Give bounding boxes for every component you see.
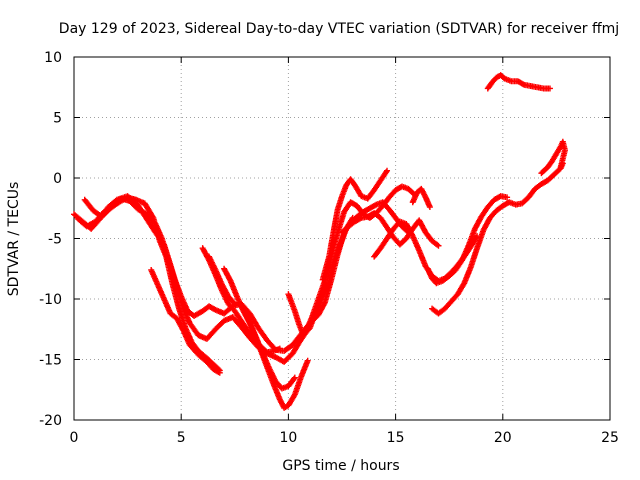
data-point — [557, 164, 564, 171]
x-tick-label: 20 — [494, 430, 512, 446]
y-tick-label: -20 — [39, 413, 62, 429]
data-point — [231, 300, 238, 307]
data-point — [546, 85, 553, 92]
chart-title: Day 129 of 2023, Sidereal Day-to-day VTE… — [59, 21, 619, 37]
data-point — [426, 204, 433, 211]
series-13 — [409, 185, 433, 211]
data-point — [215, 369, 222, 376]
data-point — [349, 214, 356, 221]
axis-ticks: 0 5 10 15 20 25 -20 -15 -10 -5 0 5 10 — [39, 50, 619, 446]
series-6 — [206, 253, 238, 307]
series-9 — [285, 214, 356, 339]
y-tick-label: 10 — [44, 50, 62, 66]
x-tick-label: 5 — [177, 430, 186, 446]
y-tick-label: 0 — [53, 171, 62, 187]
data-point — [504, 194, 511, 201]
y-tick-label: -5 — [48, 232, 62, 248]
data-marks — [71, 72, 568, 411]
series-8 — [238, 302, 311, 411]
data-point — [519, 81, 526, 88]
data-point — [230, 299, 237, 306]
data-point — [435, 242, 442, 249]
series-4 — [148, 266, 223, 376]
series-15 — [429, 160, 566, 317]
series-16 — [484, 72, 553, 92]
series-3 — [81, 194, 223, 374]
data-point — [434, 241, 441, 248]
data-point — [276, 345, 283, 352]
data-point — [290, 375, 297, 382]
data-point — [304, 357, 311, 364]
y-tick-label: -15 — [39, 353, 62, 369]
data-point — [216, 369, 223, 376]
y-tick-label: 5 — [53, 111, 62, 127]
series-14 — [424, 193, 511, 287]
x-tick-label: 10 — [279, 430, 297, 446]
x-tick-label: 15 — [387, 430, 405, 446]
y-axis-label: SDTVAR / TECUs — [6, 182, 22, 297]
x-axis-label: GPS time / hours — [282, 458, 399, 474]
series-11 — [339, 210, 442, 249]
x-tick-label: 0 — [70, 430, 79, 446]
data-point — [291, 374, 298, 381]
data-point — [357, 215, 364, 222]
series-10 — [319, 167, 391, 283]
x-tick-label: 25 — [601, 430, 619, 446]
y-tick-label: -10 — [39, 292, 62, 308]
series-17 — [538, 138, 568, 177]
data-point — [384, 167, 391, 174]
